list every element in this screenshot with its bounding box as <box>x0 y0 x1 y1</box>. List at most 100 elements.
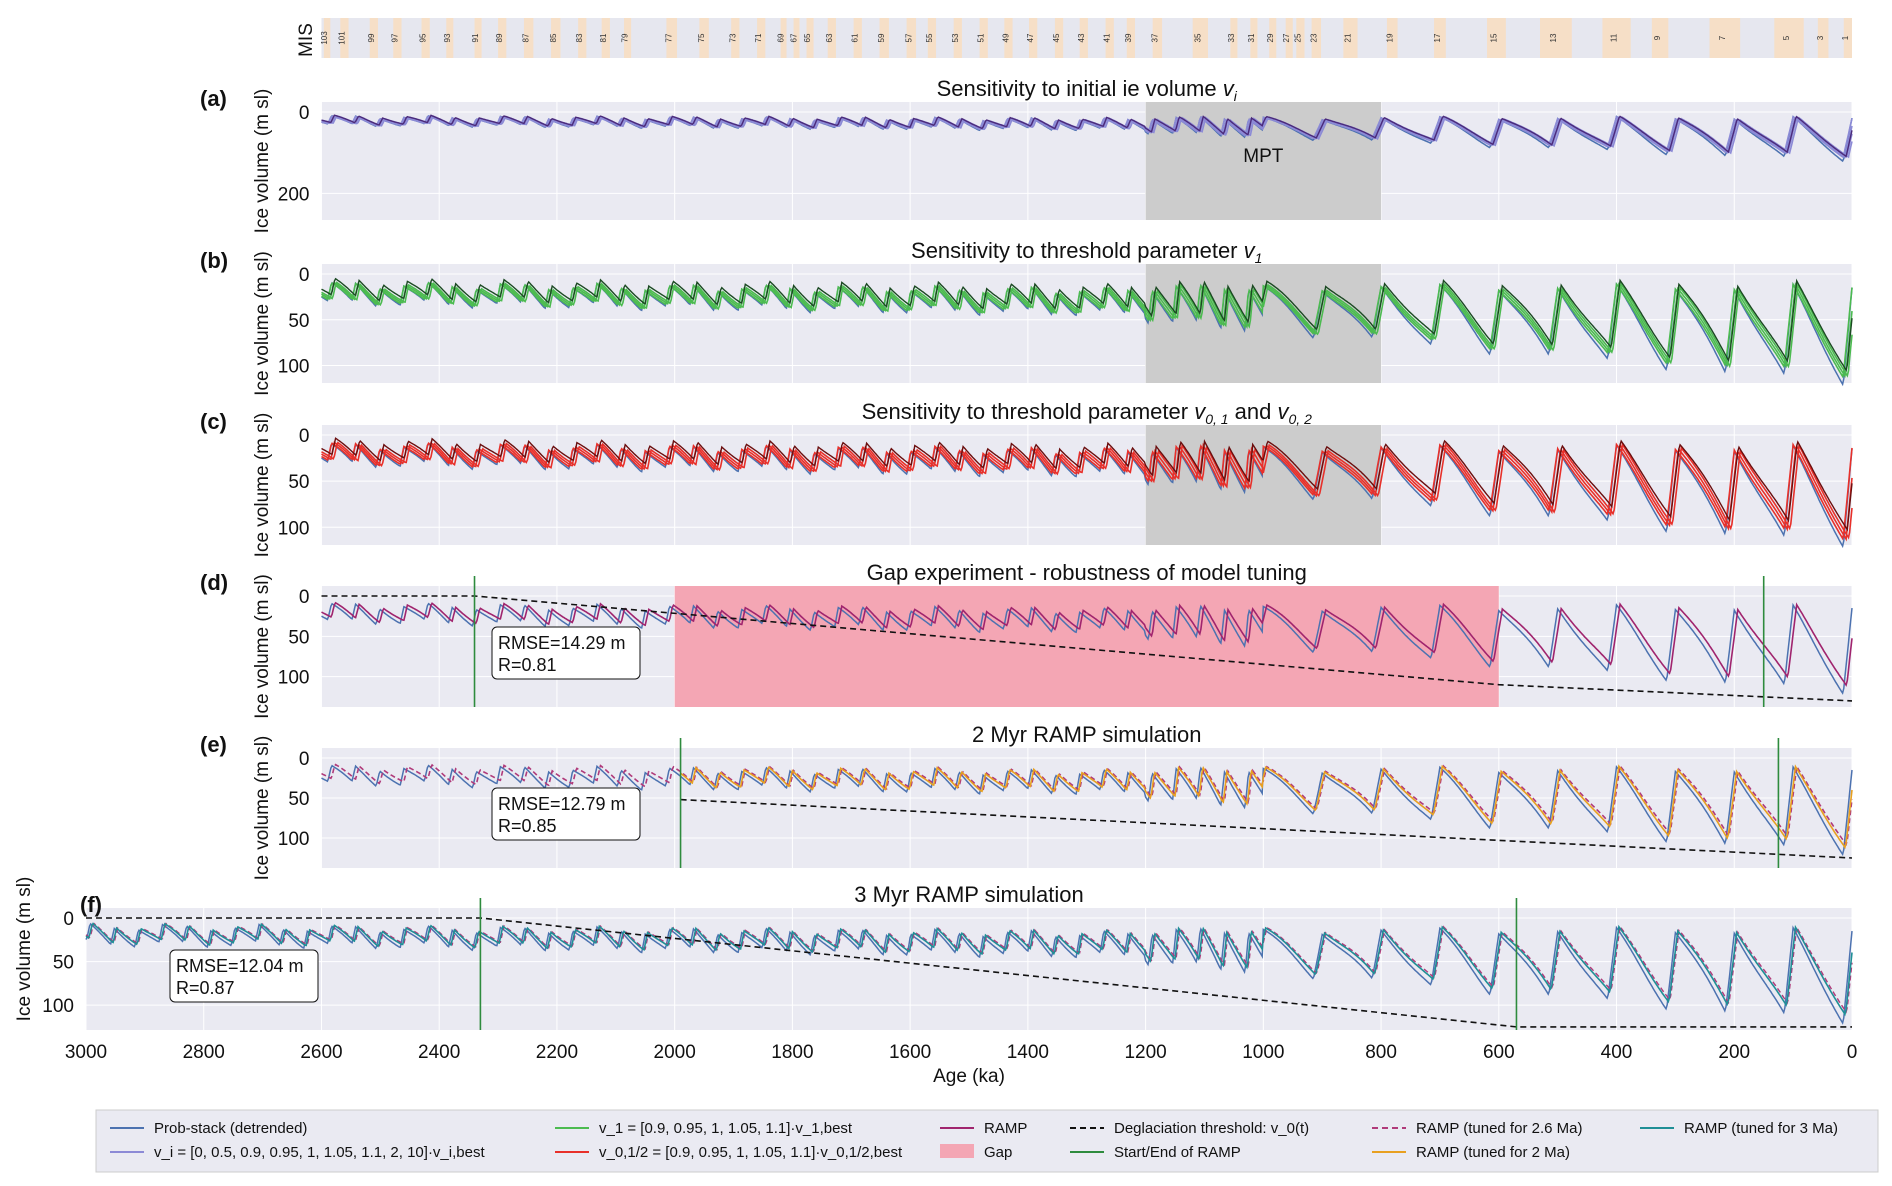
mis-stage-label: 55 <box>925 33 934 42</box>
mis-stage-label: 57 <box>904 33 913 42</box>
rmse-text: RMSE=14.29 m <box>498 633 626 653</box>
mis-stage-label: 61 <box>851 33 860 42</box>
mis-stage-label: 97 <box>390 33 399 42</box>
y-tick-label: 50 <box>288 627 309 648</box>
mis-stage-97 <box>393 18 402 58</box>
mis-stage-label: 11 <box>1610 33 1619 42</box>
panel-a: 0 200 MPT Sensitivity to initial ie volume … <box>200 76 1853 233</box>
x-tick-label: 2000 <box>654 1042 696 1063</box>
mis-stage-31 <box>1250 18 1258 58</box>
series-line <box>85 922 1853 1014</box>
mis-stage-label: 103 <box>320 31 329 45</box>
mis-stage-27 <box>1285 18 1293 58</box>
y-tick-label: 50 <box>288 789 309 810</box>
deglaciation-threshold-line <box>680 798 1853 859</box>
mis-stage-label: 25 <box>1293 33 1302 42</box>
mis-stage-23 <box>1311 18 1322 58</box>
y-tick-label: 50 <box>288 311 309 332</box>
mis-stage-label: 77 <box>665 33 674 42</box>
x-tick-label: 2600 <box>300 1042 342 1063</box>
mis-stage-43 <box>1079 18 1088 58</box>
mis-stage-label: 75 <box>697 33 706 42</box>
title-text: Gap experiment - robustness of model tun… <box>867 560 1307 585</box>
x-tick-label: 1800 <box>771 1042 813 1063</box>
panel-c: 0 50 100 Sensitivity to threshold parameter… <box>200 399 1853 557</box>
mis-stage-93 <box>446 18 454 58</box>
x-tick-label: 2200 <box>536 1042 578 1063</box>
mis-stage-87 <box>523 18 534 58</box>
mis-stage-label: 17 <box>1433 33 1442 42</box>
panel-letter: (f) <box>80 892 102 917</box>
mpt-shade <box>1145 264 1382 383</box>
mis-stage-label: 29 <box>1266 33 1275 42</box>
mis-stage-label: 59 <box>877 33 886 42</box>
y-tick-label: 100 <box>278 668 310 689</box>
mis-stage-label: 21 <box>1343 33 1352 42</box>
legend-label: v_i = [0, 0.5, 0.9, 0.95, 1, 1.05, 1.1, … <box>154 1144 485 1161</box>
mis-stage-label: 81 <box>599 33 608 42</box>
mis-stage-label: 27 <box>1282 33 1291 42</box>
mis-stage-79 <box>624 18 632 58</box>
mis-stage-55 <box>927 18 937 58</box>
x-tick-label: 600 <box>1483 1042 1515 1063</box>
mis-stage-69 <box>780 18 787 58</box>
mis-stage-label: 37 <box>1150 33 1159 42</box>
mis-stage-label: 41 <box>1103 33 1112 42</box>
mis-stage-label: 65 <box>803 33 812 42</box>
mis-stage-81 <box>601 18 610 58</box>
y-tick-label: 0 <box>299 265 310 286</box>
y-tick-label: 0 <box>299 426 310 447</box>
series-line <box>321 763 1853 847</box>
series-line <box>321 281 1853 379</box>
y-axis-label: Ice volume (m sl) <box>252 251 273 396</box>
mis-stage-11 <box>1602 18 1631 58</box>
legend-label: v_0,1/2 = [0.9, 0.95, 1, 1.05, 1.1]·v_0,… <box>599 1144 903 1161</box>
mis-stage-67 <box>793 18 800 58</box>
mis-stage-label: 13 <box>1549 33 1558 42</box>
y-tick-label: 0 <box>63 909 74 930</box>
mpt-shade <box>1145 425 1382 545</box>
title-text: Sensitivity to threshold parameter <box>911 238 1244 263</box>
mis-stage-103 <box>323 18 331 58</box>
mis-stage-label: 101 <box>337 31 346 45</box>
mis-stage-label: 7 <box>1718 35 1727 40</box>
legend-label: Start/End of RAMP <box>1114 1144 1241 1161</box>
panel-title: Sensitivity to threshold parameter v1 <box>911 238 1262 266</box>
y-tick-label: 200 <box>278 184 310 205</box>
mis-stage-41 <box>1105 18 1114 58</box>
y-tick-label: 100 <box>278 518 310 539</box>
mis-stage-label: 83 <box>575 33 584 42</box>
mis-stage-label: 99 <box>367 33 376 42</box>
mis-stage-label: 47 <box>1026 33 1035 42</box>
mis-stage-51 <box>979 18 988 58</box>
mis-stage-label: 19 <box>1385 33 1394 42</box>
panel-letter: (d) <box>200 570 228 595</box>
legend-label: RAMP <box>984 1120 1027 1137</box>
panel-letter: (e) <box>200 732 227 757</box>
title-var: v <box>1244 238 1257 263</box>
y-tick-label: 0 <box>299 103 310 124</box>
mis-stage-label: 89 <box>495 33 504 42</box>
title-text: 2 Myr RAMP simulation <box>972 722 1201 747</box>
x-tick-label: 200 <box>1718 1042 1750 1063</box>
mis-stage-label: 95 <box>419 33 428 42</box>
mis-stage-label: 93 <box>443 33 452 42</box>
mis-stage-label: 3 <box>1816 35 1825 40</box>
y-tick-label: 0 <box>299 749 310 770</box>
panel-f: 0 50 100 RMSE=12.04 mR=0.87 3 Myr RAMP simul… <box>14 877 1853 1030</box>
mis-stage-89 <box>498 18 507 58</box>
mis-stage-61 <box>853 18 862 58</box>
legend-label: Deglaciation threshold: v_0(t) <box>1114 1120 1309 1137</box>
panel-letter: (a) <box>200 86 227 111</box>
title-sub: 0, 1 <box>1205 411 1228 427</box>
panel-e: 0 50 100 RMSE=12.79 mR=0.85 2 Myr RAMP simul… <box>200 722 1853 880</box>
mis-stage-label: 51 <box>977 33 986 42</box>
mis-stage-label: 79 <box>621 33 630 42</box>
legend-swatch <box>940 1144 974 1158</box>
mis-stage-35 <box>1192 18 1208 58</box>
mis-stage-label: 67 <box>790 33 799 42</box>
x-tick-label: 1600 <box>889 1042 931 1063</box>
mis-stage-49 <box>1004 18 1013 58</box>
y-axis-label: Ice volume (m sl) <box>14 877 35 1022</box>
